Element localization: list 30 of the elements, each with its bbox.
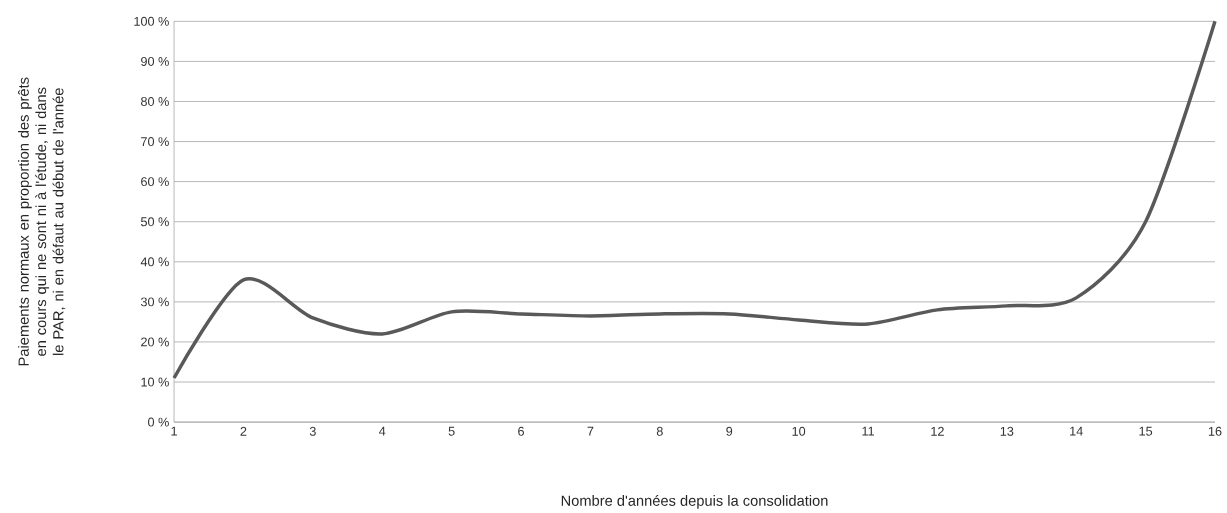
y-tick-label: 60 %	[141, 177, 169, 187]
y-tick-label: 70 %	[141, 136, 169, 146]
line-series	[172, 19, 1217, 380]
x-tick-label: 13	[1000, 426, 1014, 436]
x-tick-label: 15	[1139, 426, 1153, 436]
x-tick-label: 1	[171, 426, 177, 436]
x-tick-label: 16	[1208, 426, 1222, 436]
y-tick-label: 40 %	[140, 257, 169, 267]
y-tick-label: 80 %	[141, 96, 169, 106]
y-tick-label: 0 %	[148, 417, 169, 427]
x-tick-label: 7	[587, 426, 594, 436]
y-tick-label: 90 %	[141, 56, 169, 66]
x-tick-label: 5	[448, 426, 455, 436]
x-tick-label: 14	[1070, 426, 1083, 436]
y-tick-label: 10 %	[141, 377, 169, 387]
x-tick-label: 3	[309, 426, 316, 436]
y-tick-label: 50 %	[140, 217, 169, 227]
y-tick-label: 30 %	[140, 297, 169, 307]
x-axis-title: Nombre d'années depuis la consolidation	[561, 494, 828, 509]
x-tick-label: 6	[518, 426, 524, 436]
x-tick-label: 10	[792, 426, 806, 436]
x-tick-label: 11	[862, 426, 874, 436]
x-tick-label: 12	[931, 426, 944, 436]
x-tick-label: 9	[726, 426, 733, 436]
x-tick-label: 2	[240, 426, 247, 436]
y-tick-label: 20 %	[141, 337, 169, 347]
x-tick-label: 4	[379, 426, 386, 436]
y-axis-title: Paiements normaux en proportion des prêts en cours qui ne sont ni à l'étude, ni dans le PAR, ni en défaut au début de l'année	[18, 77, 66, 366]
y-tick-label: 100 %	[134, 16, 169, 26]
x-tick-label: 8	[656, 426, 663, 436]
